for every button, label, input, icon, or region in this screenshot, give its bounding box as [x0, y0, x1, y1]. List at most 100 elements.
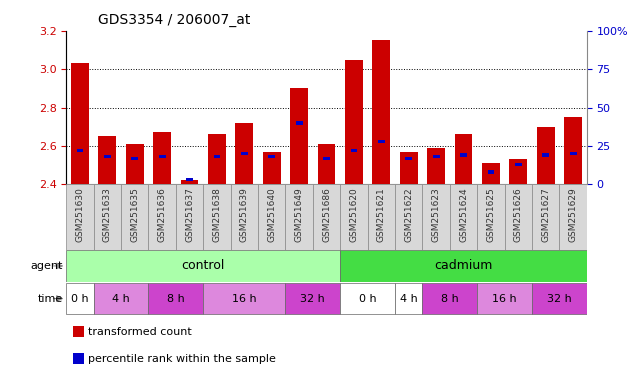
Text: GSM251638: GSM251638 [213, 188, 221, 242]
Text: 4 h: 4 h [112, 293, 130, 304]
Bar [263, 152, 281, 184]
Bar [345, 60, 363, 184]
Text: 0 h: 0 h [359, 293, 377, 304]
Text: GSM251621: GSM251621 [377, 188, 386, 242]
Bar [159, 155, 165, 158]
Text: transformed count: transformed count [88, 327, 192, 337]
Bar [98, 136, 116, 184]
Text: GSM251629: GSM251629 [569, 188, 577, 242]
Bar [235, 123, 253, 184]
Bar [93, 184, 121, 250]
Bar [66, 283, 93, 314]
Text: GSM251637: GSM251637 [185, 188, 194, 242]
Text: GSM251622: GSM251622 [404, 188, 413, 242]
Bar [231, 184, 258, 250]
Text: GSM251620: GSM251620 [350, 188, 358, 242]
Text: 0 h: 0 h [71, 293, 89, 304]
Bar [482, 163, 500, 184]
Bar [395, 283, 422, 314]
Bar [422, 283, 477, 314]
Text: GSM251640: GSM251640 [268, 188, 276, 242]
Bar [372, 40, 390, 184]
Text: percentile rank within the sample: percentile rank within the sample [88, 354, 276, 364]
Bar [509, 159, 528, 184]
Bar [268, 155, 275, 158]
Text: 4 h: 4 h [400, 293, 418, 304]
Text: GSM251625: GSM251625 [487, 188, 495, 242]
Bar [121, 184, 148, 250]
Bar [395, 184, 422, 250]
Bar [560, 184, 587, 250]
Bar [532, 283, 587, 314]
Bar [66, 184, 93, 250]
Bar [340, 283, 395, 314]
Bar [433, 155, 440, 158]
Bar [450, 184, 477, 250]
Text: GSM251636: GSM251636 [158, 188, 167, 242]
Text: GSM251623: GSM251623 [432, 188, 440, 242]
Bar [208, 134, 226, 184]
Bar [477, 184, 505, 250]
Text: 32 h: 32 h [300, 293, 325, 304]
Text: GSM251624: GSM251624 [459, 188, 468, 242]
Bar [93, 283, 148, 314]
Text: GSM251639: GSM251639 [240, 188, 249, 242]
Bar [66, 250, 340, 281]
Bar [104, 155, 110, 158]
Bar [405, 157, 412, 160]
Text: cadmium: cadmium [434, 260, 493, 272]
Bar [340, 184, 368, 250]
Bar [537, 127, 555, 184]
Bar [258, 184, 285, 250]
Bar [241, 152, 248, 155]
Text: GSM251649: GSM251649 [295, 188, 304, 242]
Text: 8 h: 8 h [441, 293, 459, 304]
Text: 8 h: 8 h [167, 293, 185, 304]
Bar [148, 184, 176, 250]
Bar [368, 184, 395, 250]
Text: 16 h: 16 h [232, 293, 257, 304]
Bar [340, 250, 587, 281]
Bar [203, 184, 231, 250]
Bar [176, 184, 203, 250]
Bar [422, 184, 450, 250]
Bar [313, 184, 340, 250]
Bar [126, 144, 144, 184]
Text: GSM251626: GSM251626 [514, 188, 523, 242]
Bar [532, 184, 560, 250]
Text: GDS3354 / 206007_at: GDS3354 / 206007_at [98, 13, 250, 27]
Bar [131, 157, 138, 160]
Bar [317, 144, 336, 184]
Text: GSM251627: GSM251627 [541, 188, 550, 242]
Bar [180, 180, 199, 184]
Bar [296, 121, 302, 124]
Bar [213, 155, 220, 158]
Text: time: time [38, 293, 63, 304]
Bar [564, 117, 582, 184]
Text: GSM251630: GSM251630 [76, 188, 85, 242]
Bar [460, 154, 467, 157]
Bar [203, 283, 285, 314]
Bar [186, 178, 193, 181]
Bar [454, 134, 473, 184]
Bar [153, 132, 171, 184]
Text: control: control [182, 260, 225, 272]
Bar [285, 184, 313, 250]
Bar [378, 140, 385, 143]
Bar [543, 154, 549, 157]
Bar [427, 148, 445, 184]
Bar [76, 149, 83, 152]
Text: GSM251633: GSM251633 [103, 188, 112, 242]
Bar [71, 63, 89, 184]
Text: GSM251686: GSM251686 [322, 188, 331, 242]
Bar [570, 152, 577, 155]
Bar [488, 170, 494, 174]
Bar [477, 283, 532, 314]
Text: GSM251635: GSM251635 [130, 188, 139, 242]
Bar [505, 184, 532, 250]
Bar [323, 157, 330, 160]
Text: 32 h: 32 h [547, 293, 572, 304]
Bar [400, 152, 418, 184]
Bar [285, 283, 340, 314]
Bar [148, 283, 203, 314]
